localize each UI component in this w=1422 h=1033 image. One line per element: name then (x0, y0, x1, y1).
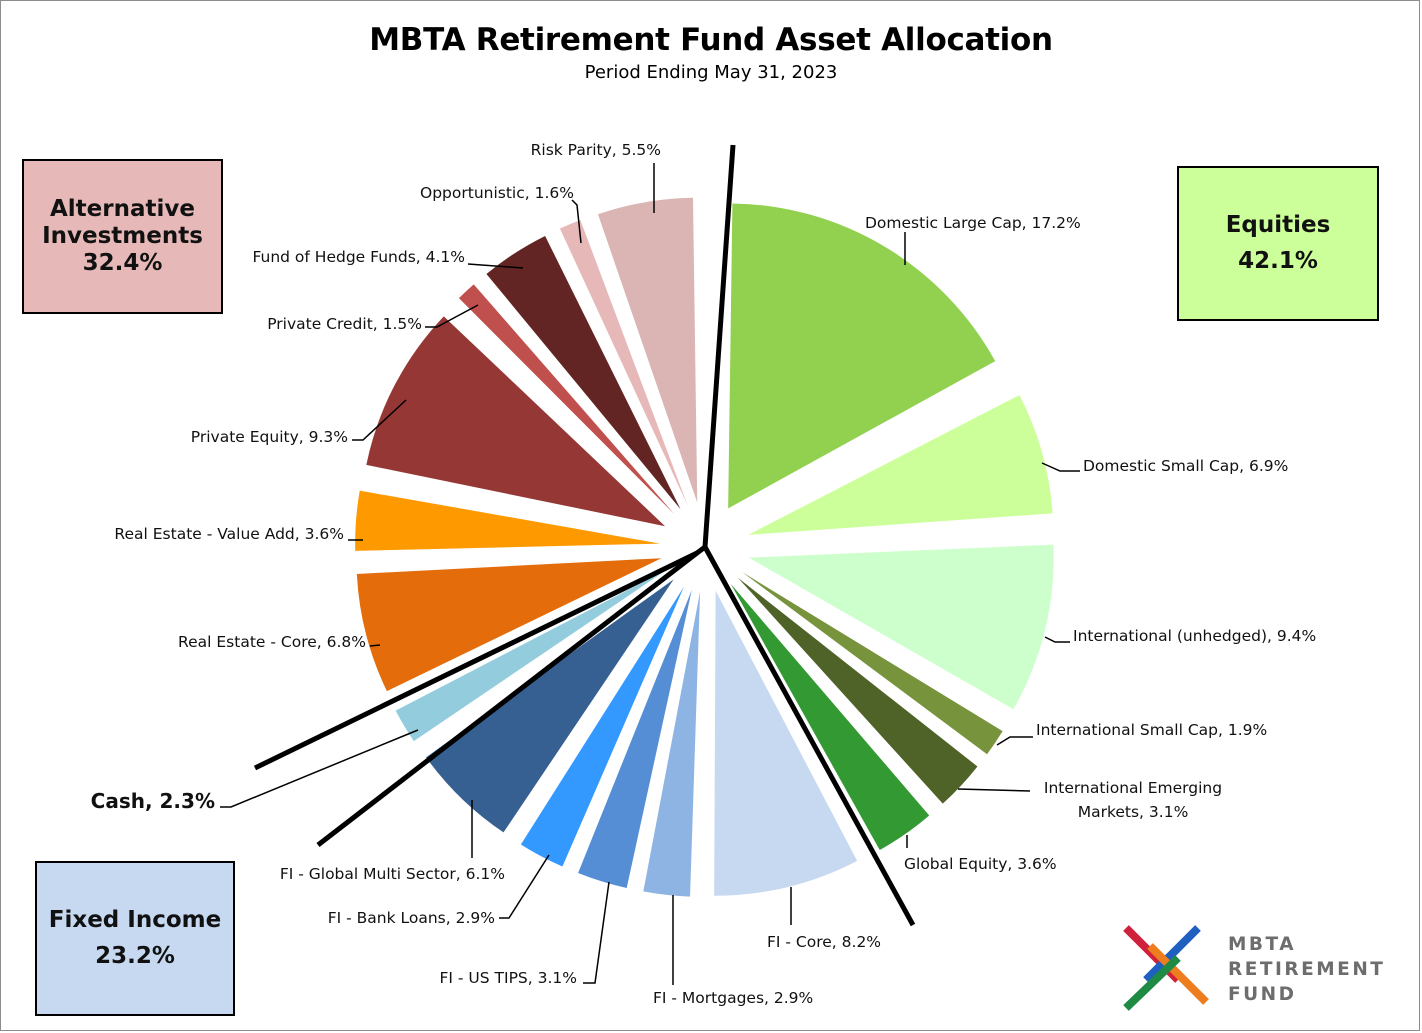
label-fund-of-hedge-funds: Fund of Hedge Funds, 4.1% (252, 248, 465, 266)
group-box-equities: Equities 42.1% (1177, 166, 1379, 321)
label-international-small-cap: International Small Cap, 1.9% (1036, 721, 1267, 739)
pie-slice-real-estate-value-add (355, 490, 661, 551)
pie-slice-fi-global-multi-sector (426, 579, 674, 833)
label-international-emerging-line2: Markets, 3.1% (1078, 803, 1189, 821)
pie-slice-international-emerging-markets (737, 577, 978, 804)
label-fi-global-multi-sector: FI - Global Multi Sector, 6.1% (280, 865, 505, 883)
logo-cross-icon (1123, 925, 1209, 1011)
label-fi-mortgages: FI - Mortgages, 2.9% (653, 989, 813, 1007)
label-fi-core: FI - Core, 8.2% (767, 933, 881, 951)
pie-slice-domestic-small-cap (748, 395, 1053, 535)
chart-subtitle: Period Ending May 31, 2023 (584, 62, 838, 83)
group-box-fi-line1: Fixed Income (48, 906, 222, 933)
label-domestic-small-cap: Domestic Small Cap, 6.9% (1083, 457, 1288, 475)
label-private-credit: Private Credit, 1.5% (267, 315, 422, 333)
group-separators (253, 144, 916, 927)
logo-text: MBTA RETIREMENT FUND (1228, 932, 1385, 1007)
label-risk-parity: Risk Parity, 5.5% (531, 141, 661, 159)
group-box-fi-value: 23.2% (95, 942, 175, 969)
separator-equities-fi (702, 545, 916, 927)
group-box-alt-value: 32.4% (82, 250, 163, 277)
pie-slice-real-estate-core (356, 558, 662, 692)
label-fi-bank-loans: FI - Bank Loans, 2.9% (328, 909, 495, 927)
group-box-eq-line1: Equities (1225, 211, 1331, 238)
pie-slice-global-equity (730, 583, 930, 851)
pie-slice-fi-core (714, 590, 858, 896)
group-box-alt-line1: Alternative (50, 195, 195, 222)
pie-slice-international-unhedged (748, 544, 1054, 710)
label-international-unhedged: International (unhedged), 9.4% (1073, 627, 1316, 645)
chart-title: MBTA Retirement Fund Asset Allocation (369, 22, 1053, 58)
pie-slice-fi-us-tips (578, 590, 692, 888)
pie-slice-cash (395, 570, 667, 742)
separator-alt-equities (702, 144, 736, 548)
pie-slices (355, 197, 1054, 897)
group-box-fixed-income: Fixed Income 23.2% (35, 861, 235, 1016)
pie-slice-domestic-large-cap (728, 203, 996, 509)
label-fi-us-tips: FI - US TIPS, 3.1% (439, 969, 577, 987)
pie-slice-private-equity (366, 316, 666, 527)
label-global-equity: Global Equity, 3.6% (904, 855, 1057, 873)
group-box-alt-line2: Investments (42, 222, 203, 249)
separator-cash-alt (316, 551, 699, 847)
group-box-alternative-investments: Alternative Investments 32.4% (22, 159, 223, 314)
logo-line3: FUND (1228, 984, 1297, 1005)
logo-line1: MBTA (1228, 934, 1297, 955)
leader-lines (220, 163, 1080, 985)
label-private-equity: Private Equity, 9.3% (191, 428, 348, 446)
slice-labels: Domestic Large Cap, 17.2% Domestic Small… (91, 141, 1317, 1007)
logo-line2: RETIREMENT (1228, 959, 1386, 980)
pie-slice-fi-bank-loans (520, 586, 684, 867)
label-opportunistic: Opportunistic, 1.6% (420, 184, 574, 202)
pie-slice-international-small-cap (742, 572, 1003, 755)
pie-slice-opportunistic (559, 219, 688, 506)
label-real-estate-core: Real Estate - Core, 6.8% (178, 633, 366, 651)
pie-slice-private-credit (458, 284, 675, 515)
label-domestic-large-cap: Domestic Large Cap, 17.2% (865, 214, 1081, 232)
pie-slice-risk-parity (597, 197, 698, 503)
group-box-eq-value: 42.1% (1238, 247, 1318, 274)
label-real-estate-value-add: Real Estate - Value Add, 3.6% (114, 525, 344, 543)
mbta-retirement-fund-logo: MBTA RETIREMENT FUND (1120, 922, 1400, 1012)
pie-slice-fund-of-hedge-funds (486, 235, 681, 510)
label-international-emerging-line1: International Emerging (1044, 779, 1222, 797)
pie-slice-fi-mortgages (643, 591, 701, 897)
label-cash: Cash, 2.3% (91, 789, 215, 813)
